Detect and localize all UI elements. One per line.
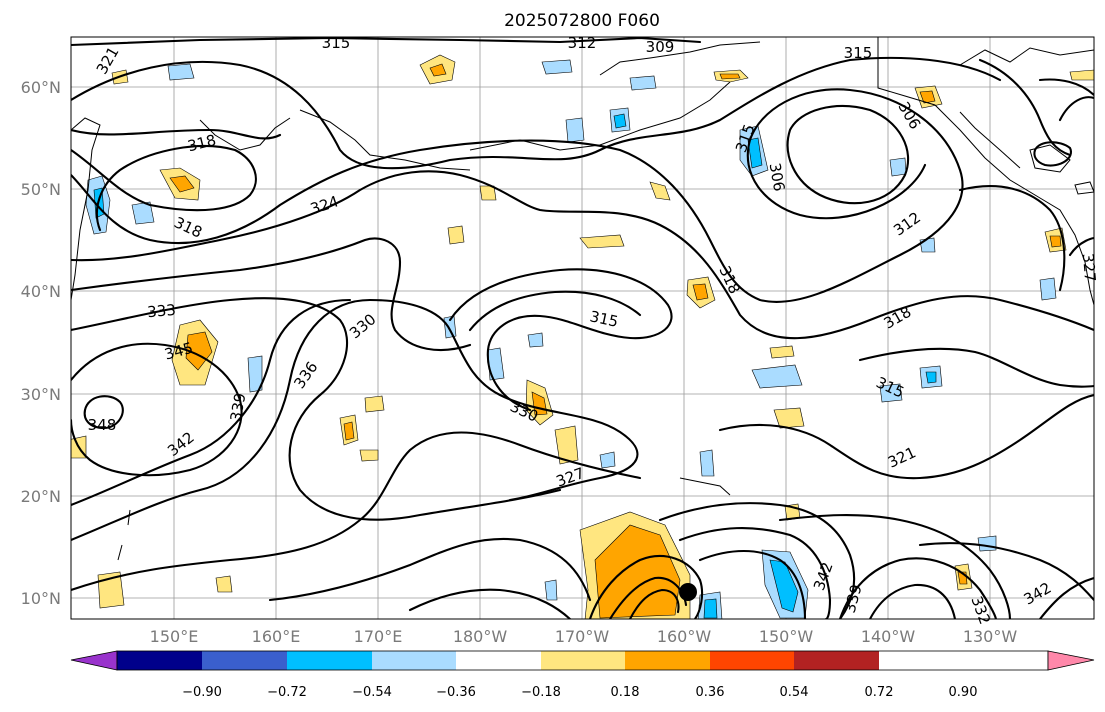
longitude-axis: 150°E 160°E 170°E 180°W 170°W 160°W 150°… [150, 627, 1018, 646]
colorbar-ticks: −0.90 −0.72 −0.54 −0.36 −0.18 0.18 0.36 … [182, 685, 977, 700]
tropical-cyclone-marker [679, 583, 697, 601]
lon-tick-label: 170°E [354, 627, 403, 646]
colorbar-tick-label: 0.36 [696, 685, 725, 700]
colorbar-segments [116, 650, 1049, 671]
colorbar-extend-max [1047, 650, 1095, 671]
lat-tick-label: 40°N [21, 282, 61, 301]
colorbar-segment [117, 651, 202, 670]
colorbar-segment [456, 651, 541, 670]
contour-lines [71, 37, 1094, 619]
contour-label: 333 [147, 301, 177, 321]
map-title: 2025072800 F060 [504, 11, 660, 31]
colorbar-tick-label: 0.90 [949, 685, 978, 700]
colorbar-tick-label: −0.72 [267, 685, 307, 700]
lon-tick-label: 150°W [759, 627, 814, 646]
graticule [71, 37, 1094, 619]
contour-label: 306 [766, 161, 789, 192]
lon-tick-label: 170°W [555, 627, 610, 646]
contour-label: 315 [322, 34, 351, 52]
colorbar-segment [202, 651, 287, 670]
lon-tick-label: 140°W [861, 627, 916, 646]
contour-label: 327 [1079, 253, 1099, 283]
contour-label: 309 [646, 38, 675, 56]
colorbar-tick-label: 0.72 [865, 685, 894, 700]
colorbar-segment [541, 651, 625, 670]
colorbar-segment [794, 651, 879, 670]
lon-tick-label: 180°W [453, 627, 508, 646]
contour-label: 315 [844, 44, 873, 62]
contour-label: 315 [588, 307, 620, 331]
colorbar-tick-label: 0.54 [780, 685, 809, 700]
contour-label: 339 [227, 391, 250, 422]
colorbar-extend-min [70, 650, 118, 671]
contour-label: 348 [88, 416, 117, 434]
coastlines [71, 37, 1094, 561]
lon-tick-label: 130°W [963, 627, 1018, 646]
latitude-axis: 60°N 50°N 40°N 30°N 20°N 10°N [21, 78, 61, 608]
contour-label: 312 [568, 34, 597, 52]
colorbar-tick-label: −0.54 [352, 685, 392, 700]
colorbar: −0.90 −0.72 −0.54 −0.36 −0.18 0.18 0.36 … [70, 650, 1095, 700]
lon-tick-label: 160°W [657, 627, 712, 646]
colorbar-segment [625, 651, 710, 670]
map-panel: 321 315 312 309 315 318 306 315 306 324 … [21, 34, 1100, 646]
colorbar-tick-label: −0.18 [521, 685, 561, 700]
contour-label-group: 321 315 312 309 315 318 306 315 306 324 … [88, 34, 1100, 627]
colorbar-tick-label: 0.18 [611, 685, 640, 700]
lat-tick-label: 30°N [21, 385, 61, 404]
colorbar-tick-label: −0.36 [436, 685, 476, 700]
lon-tick-label: 150°E [150, 627, 199, 646]
lat-tick-label: 60°N [21, 78, 61, 97]
lat-tick-label: 20°N [21, 487, 61, 506]
colorbar-segment [710, 651, 794, 670]
shaded-field [71, 54, 1094, 619]
colorbar-tick-label: −0.90 [182, 685, 222, 700]
map-frame [70, 36, 1095, 620]
colorbar-segment [372, 651, 456, 670]
colorbar-segment [287, 651, 372, 670]
lat-tick-label: 50°N [21, 180, 61, 199]
lat-tick-label: 10°N [21, 589, 61, 608]
lon-tick-label: 160°E [252, 627, 301, 646]
